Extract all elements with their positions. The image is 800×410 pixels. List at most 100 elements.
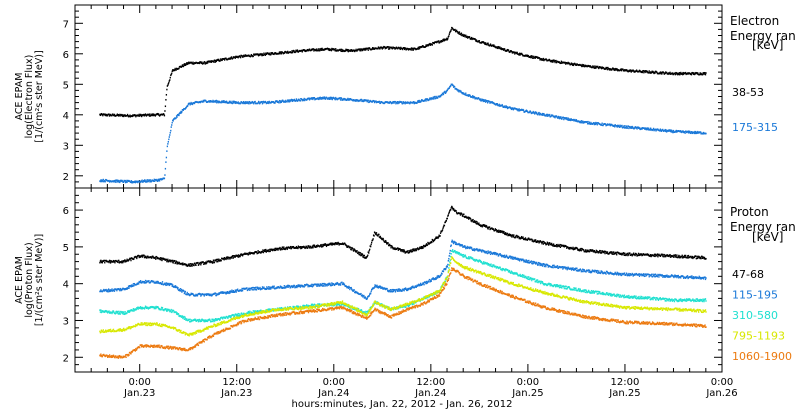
data-point: [425, 244, 427, 246]
data-point: [403, 249, 405, 251]
data-point: [429, 97, 432, 100]
data-point: [199, 293, 202, 295]
data-point: [216, 101, 218, 104]
data-point: [107, 114, 109, 117]
data-point: [354, 250, 357, 252]
data-point: [381, 287, 383, 289]
data-point: [545, 265, 547, 268]
data-point: [173, 259, 176, 262]
data-point: [111, 114, 113, 117]
data-point: [483, 41, 485, 44]
data-point: [388, 46, 390, 48]
data-point: [398, 101, 400, 104]
data-point: [189, 263, 191, 265]
data-point: [146, 179, 149, 181]
data-point: [392, 290, 395, 293]
data-point: [155, 281, 157, 284]
data-point: [397, 290, 399, 292]
data-point: [512, 256, 514, 259]
data-point: [552, 60, 554, 63]
data-point: [384, 102, 386, 104]
data-point: [463, 34, 465, 36]
data-point: [412, 248, 414, 251]
data-point: [514, 236, 516, 239]
data-point: [637, 126, 639, 128]
data-point: [152, 114, 154, 117]
data-point: [662, 128, 664, 131]
data-point: [431, 44, 433, 46]
data-point: [245, 101, 247, 103]
data-point: [509, 255, 512, 258]
data-point: [513, 234, 515, 236]
data-point: [404, 101, 406, 104]
data-point: [579, 120, 581, 123]
data-point: [562, 268, 564, 270]
data-point: [295, 49, 298, 52]
data-point: [352, 247, 354, 250]
data-point: [422, 247, 424, 249]
data-point: [626, 127, 629, 129]
data-point: [283, 287, 285, 289]
data-point: [486, 225, 488, 228]
data-point: [536, 262, 538, 265]
data-point: [557, 267, 560, 269]
data-point: [601, 122, 603, 125]
data-point: [617, 124, 620, 127]
data-point: [462, 215, 464, 218]
data-point: [289, 100, 291, 103]
data-point: [412, 285, 414, 288]
data-point: [460, 34, 462, 36]
data-point: [323, 96, 326, 98]
data-point: [453, 207, 455, 210]
data-point: [450, 208, 452, 211]
data-point: [280, 285, 282, 288]
data-point: [156, 282, 158, 284]
data-point: [272, 285, 274, 288]
data-point: [177, 113, 180, 116]
data-point: [323, 283, 326, 285]
data-point: [424, 281, 427, 284]
data-point: [229, 101, 232, 104]
data-point: [112, 261, 114, 263]
data-point: [296, 285, 299, 288]
data-point: [555, 243, 558, 246]
data-point: [519, 54, 521, 56]
data-point: [518, 54, 520, 56]
data-point: [488, 226, 491, 228]
data-point: [566, 266, 568, 269]
data-point: [604, 252, 606, 255]
data-point: [331, 242, 333, 244]
data-point: [119, 289, 121, 292]
data-point: [270, 53, 272, 56]
data-point: [99, 261, 101, 264]
data-point: [232, 57, 234, 60]
data-point: [637, 252, 640, 255]
data-point: [498, 229, 500, 232]
data-point: [648, 71, 650, 74]
data-point: [228, 101, 230, 104]
data-point: [421, 283, 424, 285]
data-point: [220, 101, 222, 104]
data-point: [250, 55, 252, 58]
data-point: [188, 263, 190, 266]
data-point: [608, 253, 610, 255]
data-point: [527, 238, 529, 240]
data-point: [160, 177, 162, 180]
data-point: [448, 257, 450, 260]
data-point: [144, 282, 146, 284]
data-point: [274, 247, 276, 250]
data-point: [168, 136, 170, 138]
data-point: [575, 64, 578, 66]
data-point: [334, 243, 336, 246]
data-point: [551, 266, 553, 269]
data-point: [654, 128, 657, 131]
data-point: [628, 127, 630, 130]
data-point: [143, 281, 146, 283]
data-point: [585, 249, 587, 251]
data-point: [417, 47, 419, 50]
data-point: [301, 99, 303, 102]
data-point: [612, 253, 614, 255]
data-point: [619, 124, 621, 127]
data-point: [451, 206, 453, 208]
data-point: [118, 259, 120, 262]
